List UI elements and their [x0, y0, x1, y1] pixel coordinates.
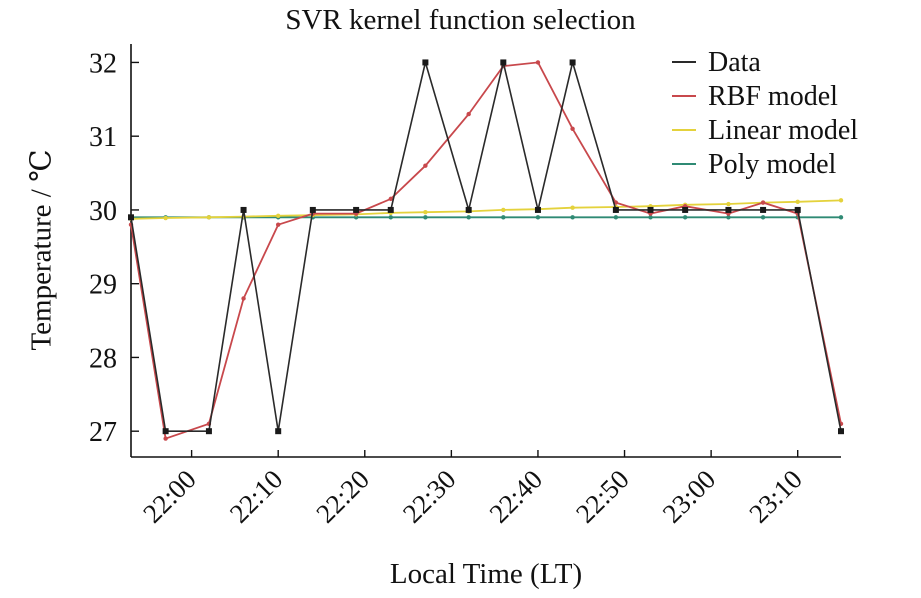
legend-label: RBF model: [708, 81, 838, 112]
x-tick-label: 23:10: [743, 464, 808, 529]
model-point: [613, 215, 619, 220]
model-point: [163, 215, 168, 221]
x-tick-label: 22:10: [224, 464, 289, 529]
model-point: [501, 215, 506, 220]
model-point: [206, 215, 212, 220]
data-point: [240, 206, 247, 213]
data-point: [612, 206, 619, 213]
legend-label: Data: [708, 47, 761, 78]
x-tick-label: 22:20: [310, 464, 375, 529]
y-tick-label: 29: [89, 270, 117, 301]
series-line-data: [130, 59, 842, 433]
model-point: [570, 126, 575, 132]
y-tick-label: 28: [89, 343, 117, 374]
chart-title: SVR kernel function selection: [285, 4, 636, 36]
x-axis-label: Local Time (LT): [389, 558, 583, 590]
model-point: [760, 200, 766, 205]
model-point: [535, 60, 541, 65]
model-point: [501, 207, 506, 213]
model-point: [838, 215, 844, 220]
model-point: [535, 215, 541, 220]
model-point: [275, 222, 281, 227]
data-point: [128, 214, 134, 221]
x-tick-label: 22:30: [397, 464, 462, 529]
data-point: [309, 206, 316, 213]
data-point: [682, 206, 689, 213]
model-point: [838, 198, 844, 203]
x-tick-label: 22:00: [137, 464, 202, 529]
series-lines: [128, 59, 844, 441]
legend-label: Linear model: [708, 115, 858, 146]
model-point: [648, 215, 653, 220]
data-point: [387, 206, 394, 213]
model-point: [423, 163, 428, 168]
model-point: [760, 215, 766, 220]
data-point: [500, 59, 507, 66]
y-tick-label: 32: [89, 48, 117, 79]
data-point: [534, 206, 541, 213]
model-point: [423, 215, 428, 220]
x-tick-label: 22:50: [570, 464, 635, 529]
data-point: [760, 206, 767, 213]
data-point: [353, 206, 360, 213]
data-point: [465, 206, 472, 213]
x-tick-label: 22:40: [483, 464, 548, 529]
y-tick-label: 30: [89, 196, 117, 227]
model-point: [795, 199, 800, 205]
series-line-linear-model: [130, 199, 842, 220]
legend-label: Poly model: [708, 149, 837, 180]
data-point: [794, 206, 801, 213]
model-point: [726, 201, 731, 207]
y-tick-label: 27: [89, 417, 117, 448]
data-point: [569, 59, 576, 66]
data-point: [205, 428, 212, 435]
model-point: [388, 215, 393, 220]
model-point: [570, 215, 575, 220]
model-point: [682, 215, 688, 220]
y-tick-label: 31: [89, 122, 117, 153]
data-point: [162, 428, 169, 435]
series-line-rbf-model: [130, 61, 842, 440]
model-point: [275, 213, 281, 219]
model-point: [466, 111, 471, 117]
data-point: [647, 206, 654, 213]
data-point: [275, 428, 282, 435]
model-point: [241, 296, 246, 301]
data-point: [725, 206, 732, 213]
data-point: [838, 428, 844, 435]
model-point: [570, 205, 575, 210]
model-point: [423, 209, 428, 215]
model-point: [726, 215, 731, 220]
model-point: [388, 196, 393, 202]
x-tick-label: 23:00: [657, 464, 722, 529]
model-point: [466, 215, 471, 220]
data-point: [422, 59, 429, 66]
model-point: [163, 436, 168, 441]
